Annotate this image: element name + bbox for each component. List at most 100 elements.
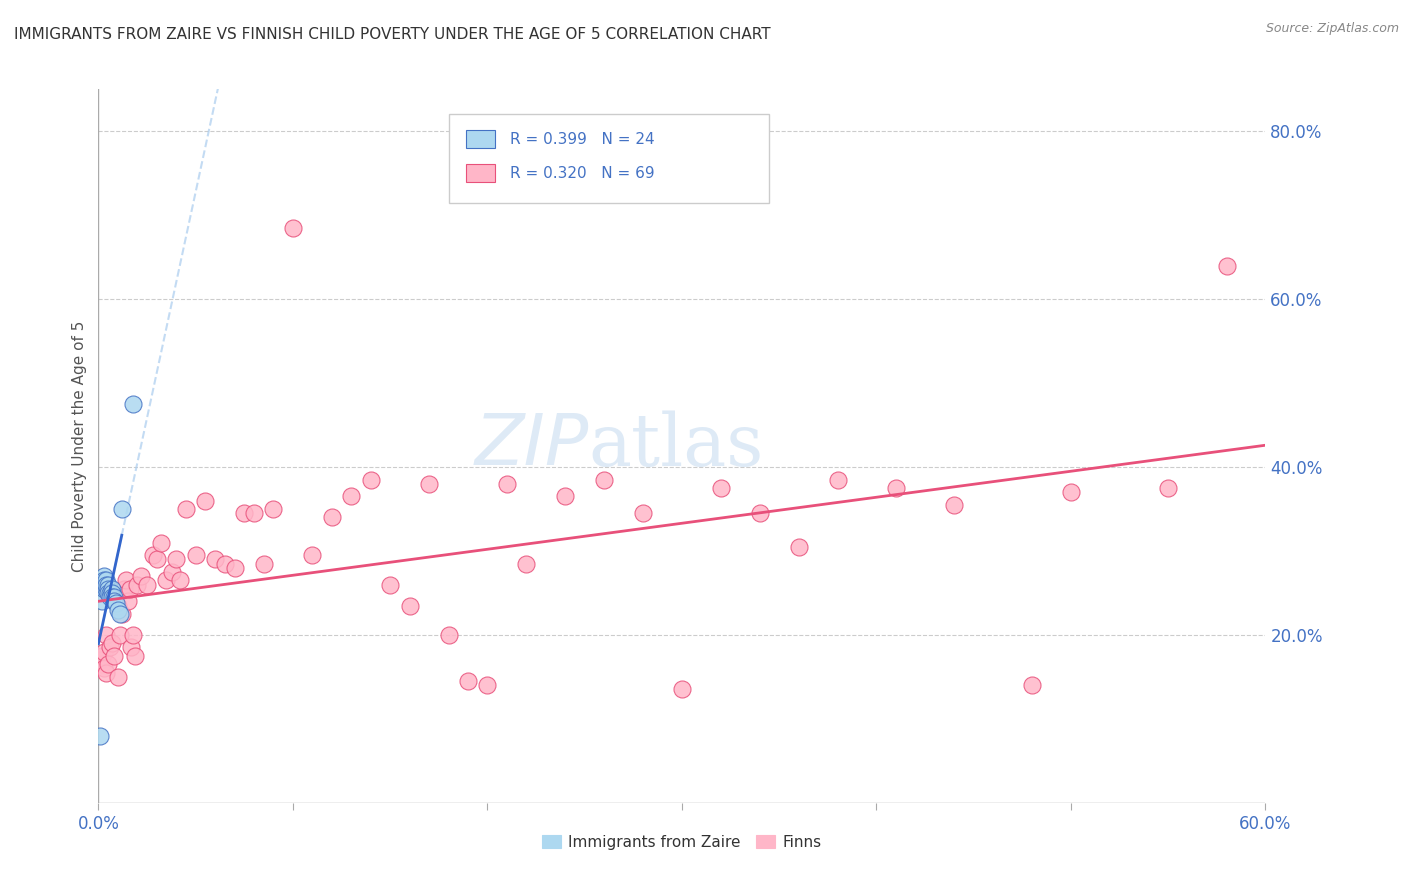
Point <box>93 574 115 588</box>
Point <box>1021 678 1043 692</box>
Point <box>149 535 172 549</box>
Text: R = 0.399   N = 24: R = 0.399 N = 24 <box>510 132 655 146</box>
Point <box>204 552 226 566</box>
Point <box>243 506 266 520</box>
Point <box>142 548 165 562</box>
Y-axis label: Child Poverty Under the Age of 5: Child Poverty Under the Age of 5 <box>72 320 87 572</box>
Point <box>224 560 246 574</box>
Point <box>281 220 304 235</box>
Point <box>103 590 125 604</box>
Point <box>496 476 519 491</box>
Point <box>96 628 118 642</box>
FancyBboxPatch shape <box>449 114 769 203</box>
Point <box>93 582 115 596</box>
Point <box>96 577 118 591</box>
Point <box>360 473 382 487</box>
Point <box>262 502 284 516</box>
FancyBboxPatch shape <box>465 130 495 148</box>
Point <box>593 473 616 487</box>
Point <box>107 670 129 684</box>
Point <box>515 557 537 571</box>
Point <box>101 636 124 650</box>
Point <box>111 502 134 516</box>
Point <box>91 648 114 663</box>
FancyBboxPatch shape <box>465 164 495 182</box>
Point <box>127 577 149 591</box>
Point <box>437 628 460 642</box>
Point <box>93 645 115 659</box>
Point <box>93 661 115 675</box>
Point <box>96 582 118 596</box>
Text: atlas: atlas <box>589 410 763 482</box>
Point <box>112 582 135 596</box>
Text: IMMIGRANTS FROM ZAIRE VS FINNISH CHILD POVERTY UNDER THE AGE OF 5 CORRELATION CH: IMMIGRANTS FROM ZAIRE VS FINNISH CHILD P… <box>14 27 770 42</box>
Point <box>103 594 125 608</box>
Point <box>301 548 323 562</box>
Point <box>108 607 131 621</box>
Point <box>340 489 363 503</box>
Point <box>91 657 114 672</box>
Point <box>118 582 141 596</box>
Point <box>1215 259 1237 273</box>
Point <box>194 493 217 508</box>
Point <box>146 552 169 566</box>
Point <box>97 657 120 672</box>
Point <box>101 582 124 596</box>
Point <box>107 599 129 613</box>
Point <box>457 674 479 689</box>
Point <box>884 481 907 495</box>
Point <box>93 569 115 583</box>
Point <box>97 582 120 596</box>
Point <box>108 628 131 642</box>
Point <box>477 678 499 692</box>
Point <box>233 506 256 520</box>
Point <box>91 594 114 608</box>
Point <box>117 594 139 608</box>
Point <box>214 557 236 571</box>
Point <box>136 577 159 591</box>
Text: ZIP: ZIP <box>474 411 589 481</box>
Point <box>380 577 402 591</box>
Point <box>98 586 121 600</box>
Point <box>1060 485 1083 500</box>
Point <box>101 586 124 600</box>
Point <box>89 729 111 743</box>
Point <box>97 586 120 600</box>
Point <box>101 590 124 604</box>
Point <box>97 577 120 591</box>
Point <box>103 648 125 663</box>
Point <box>827 473 849 487</box>
Point <box>122 397 145 411</box>
Point <box>321 510 343 524</box>
Point <box>174 502 197 516</box>
Point <box>184 548 207 562</box>
Point <box>107 603 129 617</box>
Point <box>121 640 143 655</box>
Point <box>162 565 184 579</box>
Point <box>631 506 654 520</box>
Point <box>114 574 136 588</box>
Text: R = 0.320   N = 69: R = 0.320 N = 69 <box>510 166 655 181</box>
Point <box>253 557 276 571</box>
Point <box>96 665 118 680</box>
Point <box>124 648 146 663</box>
Point <box>122 628 145 642</box>
Point <box>104 596 127 610</box>
Point <box>943 498 966 512</box>
Text: Source: ZipAtlas.com: Source: ZipAtlas.com <box>1265 22 1399 36</box>
Point <box>748 506 770 520</box>
Point <box>155 574 177 588</box>
Point <box>98 590 121 604</box>
Point <box>1157 481 1180 495</box>
Point <box>418 476 440 491</box>
Point <box>169 574 191 588</box>
Point <box>89 653 111 667</box>
Point <box>710 481 733 495</box>
Point <box>554 489 576 503</box>
Point <box>96 574 118 588</box>
Point <box>129 569 152 583</box>
Legend: Immigrants from Zaire, Finns: Immigrants from Zaire, Finns <box>536 829 828 855</box>
Point <box>111 607 134 621</box>
Point <box>165 552 187 566</box>
Point <box>398 599 420 613</box>
